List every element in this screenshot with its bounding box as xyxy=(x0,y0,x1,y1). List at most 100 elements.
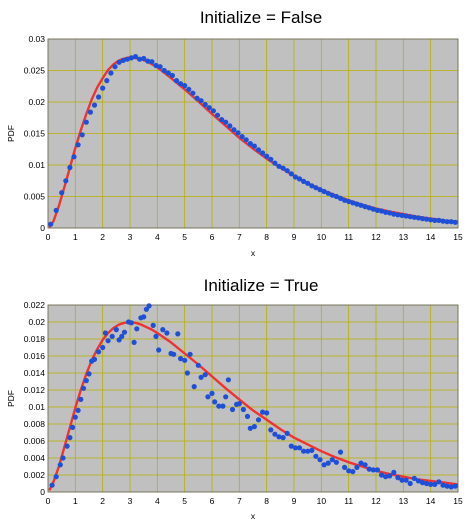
data-point xyxy=(108,70,114,76)
data-point xyxy=(153,333,159,339)
data-point xyxy=(255,417,262,423)
data-point xyxy=(362,462,368,468)
x-tick-label: 12 xyxy=(371,232,381,242)
data-point xyxy=(105,338,111,344)
data-point xyxy=(362,204,368,210)
data-point xyxy=(132,54,139,60)
data-point xyxy=(342,197,348,203)
data-point xyxy=(280,435,286,441)
y-tick-label: 0.002 xyxy=(24,470,46,480)
data-point xyxy=(161,67,167,74)
data-point xyxy=(403,213,409,219)
data-point xyxy=(272,431,278,437)
data-point xyxy=(87,109,93,115)
y-tick-label: 0.01 xyxy=(28,402,45,412)
x-tick-label: 14 xyxy=(426,232,436,242)
x-tick-label: 13 xyxy=(399,232,409,242)
y-tick-label: 0.015 xyxy=(24,129,46,139)
data-point xyxy=(260,150,266,156)
data-point xyxy=(49,482,55,488)
data-point xyxy=(301,448,307,454)
x-tick-label: 8 xyxy=(264,232,269,242)
data-point xyxy=(206,105,212,111)
y-tick-label: 0.02 xyxy=(28,317,45,327)
y-tick-label: 0.004 xyxy=(24,453,46,463)
x-tick-label: 5 xyxy=(182,232,187,242)
data-point xyxy=(100,85,106,91)
data-point xyxy=(146,303,152,309)
data-point xyxy=(305,180,311,186)
data-point xyxy=(313,453,319,459)
data-point xyxy=(411,214,417,220)
x-tick-label: 4 xyxy=(155,496,160,506)
chart-title: Initialize = True xyxy=(204,276,319,295)
data-point xyxy=(220,403,226,409)
data-point xyxy=(325,190,331,196)
data-point xyxy=(251,424,257,430)
y-tick-label: 0.022 xyxy=(24,300,46,310)
data-point xyxy=(313,185,319,191)
data-point xyxy=(75,407,81,413)
data-point xyxy=(225,377,231,383)
x-tick-label: 1 xyxy=(73,496,78,506)
data-point xyxy=(169,72,175,79)
x-tick-label: 15 xyxy=(453,496,463,506)
data-point xyxy=(395,475,401,481)
data-point xyxy=(184,370,190,376)
chart-title: Initialize = False xyxy=(200,8,322,27)
data-point xyxy=(276,163,282,169)
data-point xyxy=(346,198,352,205)
y-tick-label: 0.03 xyxy=(28,34,45,44)
data-point xyxy=(178,81,184,87)
data-point xyxy=(60,455,66,461)
data-point xyxy=(292,174,298,180)
data-point xyxy=(448,219,454,225)
data-point xyxy=(57,462,63,468)
data-point xyxy=(264,410,270,416)
data-point xyxy=(75,142,81,148)
x-tick-label: 1 xyxy=(73,232,78,242)
x-tick-label: 13 xyxy=(399,496,409,506)
data-point xyxy=(358,202,364,208)
data-point xyxy=(284,168,290,174)
data-point xyxy=(119,333,125,339)
data-point xyxy=(113,327,119,333)
y-tick-label: 0.025 xyxy=(24,66,46,76)
data-point xyxy=(321,188,327,195)
data-point xyxy=(187,351,193,357)
data-point xyxy=(67,435,73,441)
data-point xyxy=(407,480,413,487)
data-point xyxy=(191,384,197,390)
data-point xyxy=(321,462,327,468)
x-tick-label: 9 xyxy=(292,232,297,242)
data-point xyxy=(171,351,177,357)
data-point xyxy=(156,347,162,353)
data-point xyxy=(72,414,78,420)
data-point xyxy=(432,481,438,487)
data-point xyxy=(121,329,128,335)
y-tick-label: 0.012 xyxy=(24,385,46,395)
plot-frame xyxy=(47,38,459,229)
y-tick-label: 0.02 xyxy=(28,97,45,107)
data-point xyxy=(157,64,163,70)
data-point xyxy=(223,394,229,400)
data-point xyxy=(325,460,331,466)
data-point xyxy=(116,59,122,65)
data-point xyxy=(78,396,84,402)
data-point xyxy=(424,480,430,487)
data-point xyxy=(128,320,134,326)
data-point xyxy=(292,445,298,451)
x-tick-label: 7 xyxy=(237,232,242,242)
plot-frame xyxy=(47,304,459,493)
x-tick-label: 11 xyxy=(344,496,353,506)
data-point xyxy=(329,457,335,463)
fit-curve-line xyxy=(48,320,459,491)
data-point xyxy=(370,467,376,473)
data-point xyxy=(391,469,397,475)
data-point xyxy=(63,178,69,184)
y-tick-label: 0.014 xyxy=(24,368,46,378)
data-point xyxy=(366,205,372,211)
data-point xyxy=(317,457,323,463)
